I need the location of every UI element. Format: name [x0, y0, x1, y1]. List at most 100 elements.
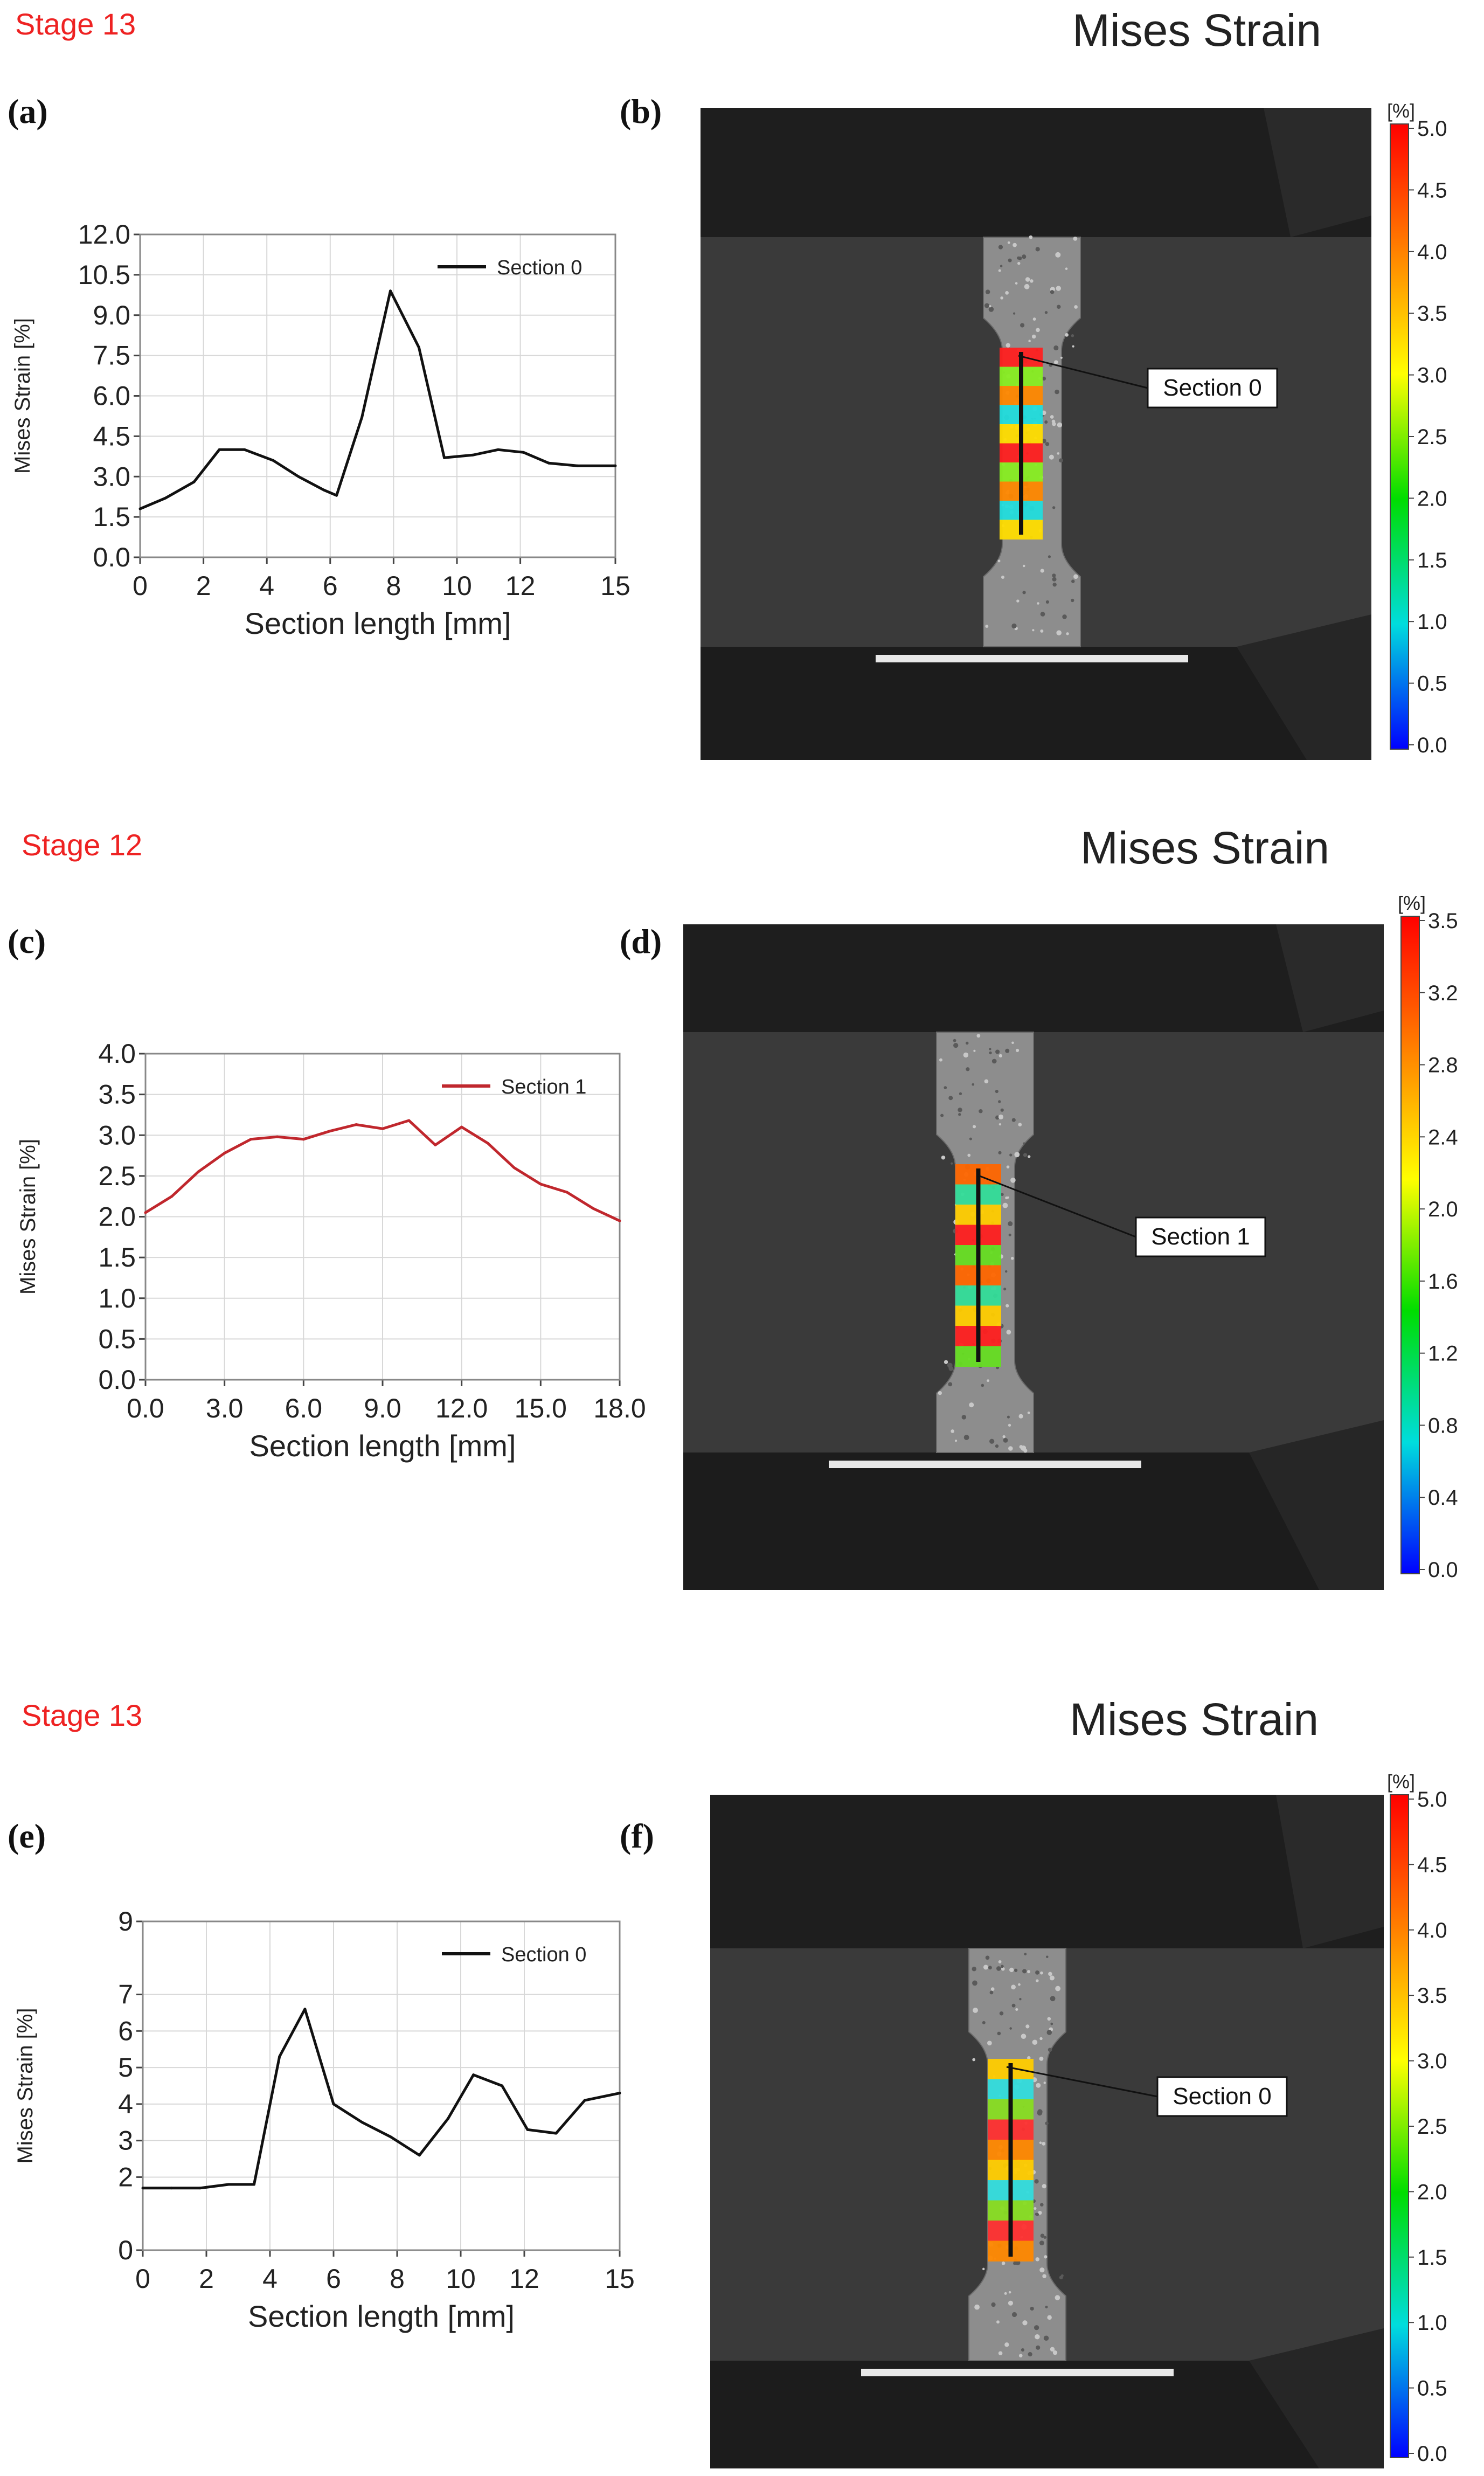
y-tick-label: 2.5 — [98, 1161, 136, 1191]
speckle — [1011, 1984, 1016, 1990]
speckle — [998, 1151, 1002, 1154]
chart-label: (a) — [8, 92, 48, 130]
callout-leader — [1006, 2066, 1158, 2098]
data-point — [223, 1152, 226, 1155]
speckle — [1050, 290, 1055, 294]
speckle — [948, 1366, 954, 1371]
speckle — [948, 1096, 953, 1101]
legend-label: Section 0 — [497, 257, 582, 279]
data-point — [328, 1130, 331, 1133]
speckle — [972, 1966, 976, 1972]
speckle — [1014, 1152, 1020, 1158]
speckle — [972, 1083, 975, 1086]
colorbar-tick-label: 1.0 — [1417, 610, 1447, 634]
speckle — [1043, 2335, 1049, 2341]
y-tick-label: 4 — [118, 2089, 133, 2119]
chart-label: (c) — [8, 922, 46, 960]
dic-image: Section 1 — [683, 924, 1384, 1590]
speckle — [1040, 629, 1044, 633]
speckle — [995, 1444, 999, 1448]
colorbar-unit: [%] — [1387, 102, 1415, 122]
speckle — [982, 2021, 986, 2024]
speckle — [1002, 1202, 1008, 1208]
speckle — [1008, 2291, 1011, 2294]
speckle — [948, 1382, 953, 1387]
data-point — [496, 448, 500, 451]
speckle — [1073, 236, 1078, 241]
speckle — [1071, 579, 1075, 583]
stage-label: Stage 13 — [15, 7, 136, 41]
speckle — [1047, 2017, 1051, 2021]
speckle — [1022, 2320, 1028, 2326]
speckle — [1036, 2083, 1041, 2088]
speckle — [1072, 345, 1074, 348]
panel-title: Mises Strain — [1070, 1694, 1319, 1745]
data-point — [434, 1143, 437, 1146]
speckle — [1043, 2081, 1046, 2084]
speckle — [998, 1054, 1002, 1057]
speckle — [1044, 2255, 1048, 2259]
y-tick-label: 2.0 — [98, 1202, 136, 1232]
data-point — [381, 1127, 384, 1130]
speckle — [1039, 2240, 1044, 2246]
speckle — [979, 1109, 983, 1113]
speckle — [1009, 2027, 1012, 2030]
x-tick-label: 10 — [446, 2264, 476, 2294]
speckle — [1057, 422, 1063, 428]
colorbar-tick-label: 0.8 — [1428, 1414, 1458, 1437]
speckle — [1032, 2039, 1038, 2045]
speckle — [1029, 235, 1033, 239]
colorbar-tick-label: 3.5 — [1417, 302, 1447, 326]
speckle — [1031, 334, 1036, 339]
x-tick-label: 3.0 — [206, 1393, 244, 1423]
y-tick-label: 3.5 — [98, 1080, 136, 1110]
speckle — [1042, 2184, 1046, 2189]
speckle — [1037, 602, 1039, 605]
x-tick-label: 18.0 — [593, 1393, 646, 1423]
callout-label: Section 1 — [1151, 1223, 1250, 1250]
speckle — [1055, 1986, 1061, 1991]
colorbar: [%]5.0 4.5 4.0 3.5 3.0 2.5 2.0 1.5 1.0 0.5 0.0 — [1387, 102, 1447, 757]
y-tick-label: 2 — [118, 2162, 133, 2192]
speckle — [987, 2041, 992, 2046]
data-point — [198, 2187, 202, 2190]
data-point — [614, 464, 617, 467]
y-tick-label: 0 — [118, 2235, 133, 2265]
speckle — [1049, 454, 1054, 460]
speckle — [1001, 575, 1005, 579]
speckle — [1022, 591, 1026, 594]
speckle — [1053, 345, 1059, 351]
colorbar-tick-label: 5.0 — [1417, 117, 1447, 141]
speckle — [1065, 333, 1069, 337]
x-tick-label: 15.0 — [515, 1393, 567, 1423]
colorbar-tick-label: 0.0 — [1417, 734, 1447, 757]
colorbar-tick-label: 0.0 — [1428, 1558, 1458, 1582]
plot-area — [142, 1920, 621, 2251]
plot-frame — [139, 233, 616, 558]
y-tick-label: 0.0 — [93, 542, 130, 572]
speckle — [1001, 1967, 1005, 1971]
speckle — [998, 1960, 1002, 1963]
speckle — [996, 1966, 1001, 1971]
speckle — [1008, 258, 1012, 262]
line-chart: 0.0 1.5 3.0 4.5 6.0 7.5 9.0 10.5 12.0 0 2 4 6 8 10 12 15… — [11, 219, 630, 640]
data-point — [243, 448, 246, 451]
data-point — [539, 1182, 542, 1186]
speckle — [1055, 389, 1059, 395]
speckle — [1016, 599, 1020, 603]
data-point — [565, 1191, 568, 1194]
speckle — [1045, 442, 1050, 446]
speckle — [1034, 2179, 1039, 2184]
callout-box — [1135, 1216, 1266, 1257]
speckle — [1015, 282, 1018, 285]
x-tick-label: 6 — [323, 571, 338, 601]
speckle — [1035, 2257, 1039, 2261]
speckle — [1007, 1415, 1010, 1419]
speckle — [967, 1153, 971, 1157]
legend-label: Section 0 — [501, 1944, 586, 1966]
grip-highlight — [829, 1461, 1141, 1468]
y-tick-label: 12.0 — [78, 219, 130, 250]
speckle — [982, 2267, 985, 2271]
speckle — [1030, 2306, 1034, 2311]
speckle — [989, 1048, 991, 1050]
